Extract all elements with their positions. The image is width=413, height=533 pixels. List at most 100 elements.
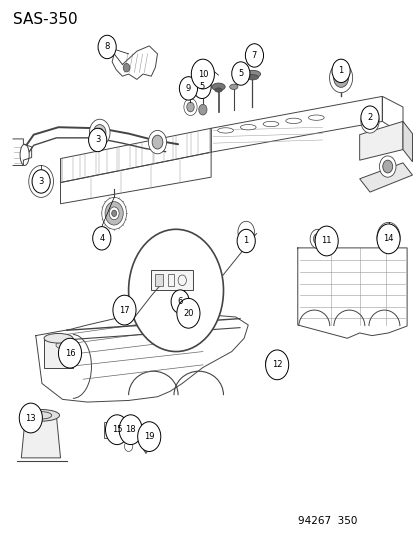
Circle shape bbox=[88, 128, 107, 152]
FancyBboxPatch shape bbox=[154, 274, 162, 286]
Polygon shape bbox=[359, 122, 402, 160]
Text: 1: 1 bbox=[243, 237, 248, 246]
Ellipse shape bbox=[214, 88, 222, 92]
Circle shape bbox=[89, 119, 110, 146]
Circle shape bbox=[102, 197, 126, 229]
Polygon shape bbox=[142, 448, 149, 454]
Circle shape bbox=[105, 201, 123, 225]
Ellipse shape bbox=[285, 118, 301, 124]
Circle shape bbox=[176, 298, 199, 328]
Ellipse shape bbox=[244, 70, 260, 78]
FancyBboxPatch shape bbox=[151, 270, 192, 290]
Circle shape bbox=[183, 99, 197, 116]
Circle shape bbox=[96, 128, 103, 137]
Circle shape bbox=[28, 165, 53, 197]
Circle shape bbox=[314, 226, 337, 256]
Circle shape bbox=[231, 62, 249, 85]
Circle shape bbox=[98, 35, 116, 59]
Circle shape bbox=[119, 415, 142, 445]
Text: 9: 9 bbox=[185, 84, 190, 93]
Text: 13: 13 bbox=[26, 414, 36, 423]
Ellipse shape bbox=[56, 341, 73, 349]
Circle shape bbox=[331, 59, 349, 83]
Circle shape bbox=[337, 74, 344, 82]
Circle shape bbox=[376, 224, 399, 254]
Ellipse shape bbox=[211, 83, 225, 91]
Text: 8: 8 bbox=[104, 43, 109, 52]
Circle shape bbox=[385, 233, 391, 241]
Polygon shape bbox=[359, 163, 411, 192]
Text: 3: 3 bbox=[95, 135, 100, 144]
Text: 11: 11 bbox=[320, 237, 331, 246]
Circle shape bbox=[198, 104, 206, 115]
Circle shape bbox=[32, 169, 50, 193]
Circle shape bbox=[109, 207, 119, 220]
Circle shape bbox=[93, 227, 111, 250]
Circle shape bbox=[379, 156, 395, 177]
Ellipse shape bbox=[20, 144, 29, 165]
Ellipse shape bbox=[199, 84, 206, 88]
Circle shape bbox=[380, 228, 395, 247]
Circle shape bbox=[37, 176, 45, 187]
Circle shape bbox=[329, 63, 352, 93]
Circle shape bbox=[121, 298, 131, 311]
Circle shape bbox=[93, 125, 106, 141]
Circle shape bbox=[148, 131, 166, 154]
Circle shape bbox=[33, 171, 49, 192]
Circle shape bbox=[105, 415, 128, 445]
Text: 14: 14 bbox=[382, 235, 393, 244]
Text: 17: 17 bbox=[119, 305, 130, 314]
Ellipse shape bbox=[22, 409, 59, 421]
FancyBboxPatch shape bbox=[44, 338, 73, 368]
Ellipse shape bbox=[246, 75, 258, 80]
Ellipse shape bbox=[44, 334, 73, 343]
Circle shape bbox=[186, 102, 194, 112]
Text: SAS-350: SAS-350 bbox=[13, 12, 78, 27]
Circle shape bbox=[112, 210, 116, 216]
Circle shape bbox=[382, 160, 392, 173]
Circle shape bbox=[138, 422, 160, 451]
Circle shape bbox=[245, 44, 263, 67]
Polygon shape bbox=[21, 415, 60, 458]
Text: 10: 10 bbox=[197, 70, 208, 78]
Text: 5: 5 bbox=[237, 69, 243, 78]
Circle shape bbox=[175, 301, 193, 325]
Circle shape bbox=[237, 221, 254, 243]
Text: 19: 19 bbox=[144, 432, 154, 441]
Text: 5: 5 bbox=[199, 82, 204, 91]
Text: 20: 20 bbox=[183, 309, 193, 318]
Circle shape bbox=[19, 403, 42, 433]
Ellipse shape bbox=[263, 122, 278, 127]
Ellipse shape bbox=[217, 128, 233, 133]
Circle shape bbox=[360, 106, 378, 130]
Text: 7: 7 bbox=[251, 51, 256, 60]
Circle shape bbox=[333, 68, 348, 87]
Text: 3: 3 bbox=[38, 177, 44, 186]
Circle shape bbox=[313, 233, 321, 244]
Circle shape bbox=[171, 290, 189, 313]
Ellipse shape bbox=[229, 84, 237, 90]
FancyBboxPatch shape bbox=[104, 422, 119, 438]
Circle shape bbox=[363, 114, 375, 129]
Ellipse shape bbox=[240, 125, 256, 130]
Ellipse shape bbox=[308, 115, 323, 120]
Text: 2: 2 bbox=[366, 113, 372, 122]
Circle shape bbox=[192, 75, 211, 99]
Circle shape bbox=[237, 229, 255, 253]
Text: 16: 16 bbox=[64, 349, 75, 358]
Circle shape bbox=[376, 222, 399, 252]
Polygon shape bbox=[402, 122, 411, 162]
Text: 6: 6 bbox=[177, 297, 183, 306]
Circle shape bbox=[191, 59, 214, 89]
Text: 18: 18 bbox=[125, 425, 135, 434]
Text: 12: 12 bbox=[271, 360, 282, 369]
Circle shape bbox=[58, 338, 81, 368]
Circle shape bbox=[309, 229, 324, 248]
Circle shape bbox=[265, 350, 288, 379]
Circle shape bbox=[178, 306, 189, 320]
Circle shape bbox=[366, 118, 372, 125]
Circle shape bbox=[124, 441, 133, 451]
Circle shape bbox=[360, 110, 378, 133]
Circle shape bbox=[128, 229, 223, 352]
Text: 1: 1 bbox=[338, 67, 343, 75]
